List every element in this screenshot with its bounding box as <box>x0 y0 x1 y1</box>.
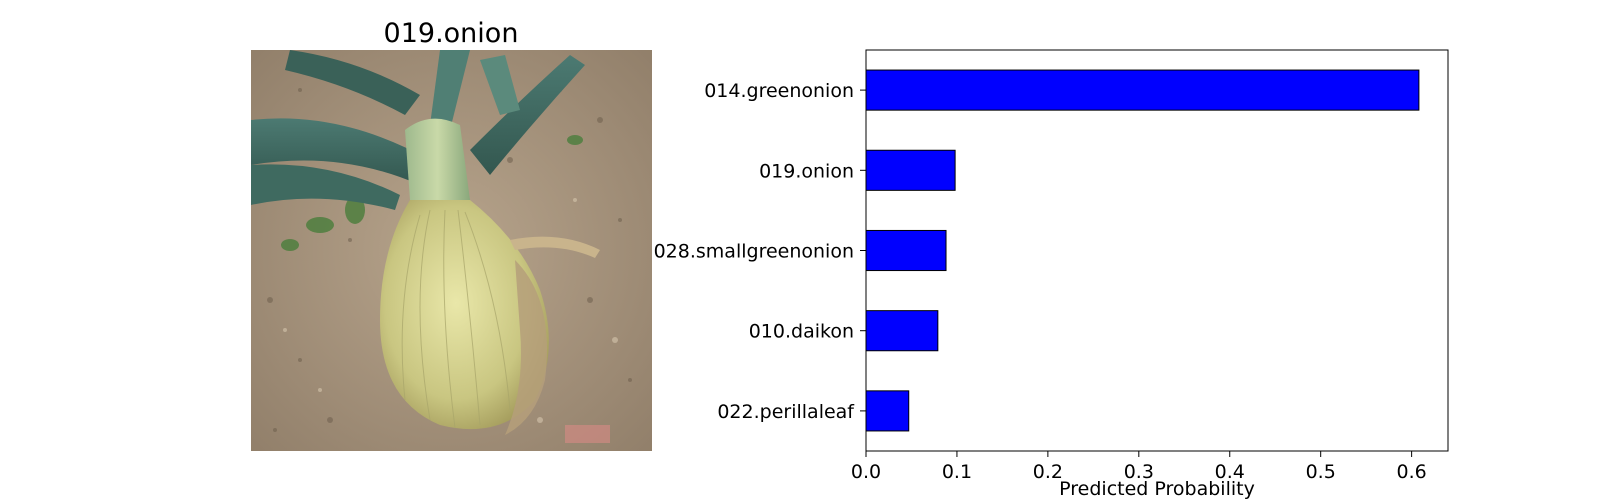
y-axis: 014.greenonion 019.onion 028.smallgreenoni… <box>654 80 866 423</box>
plot-frame <box>865 49 1449 452</box>
y-tick-label: 019.onion <box>759 160 854 182</box>
bar-014.greenonion <box>865 69 1420 111</box>
x-tick-label: 0.0 <box>851 461 881 483</box>
bar-019.onion <box>865 149 956 191</box>
x-tick-label: 0.5 <box>1306 461 1336 483</box>
y-tick-label: 028.smallgreenonion <box>654 241 854 263</box>
x-tick-label: 0.1 <box>942 461 972 483</box>
y-tick-label: 010.daikon <box>749 321 854 343</box>
x-tick-label: 0.6 <box>1397 461 1427 483</box>
y-tick-label: 014.greenonion <box>704 80 854 102</box>
onion-photo <box>251 50 652 451</box>
x-axis-label: Predicted Probability <box>1059 478 1255 500</box>
bar-010.daikon <box>865 310 939 352</box>
bar-028.smallgreenonion <box>865 229 947 272</box>
x-axis: 0.0 0.1 0.2 0.3 0.4 0.5 0.6 <box>851 451 1427 483</box>
x-tick-label: 0.4 <box>1215 461 1245 483</box>
probability-chart: 014.greenonion 019.onion 028.smallgreenoni… <box>654 49 1449 500</box>
image-title: 019.onion <box>384 18 519 49</box>
x-tick-label: 0.2 <box>1033 461 1063 483</box>
y-tick-label: 022.perillaleaf <box>717 401 855 423</box>
x-tick-label: 0.3 <box>1124 461 1154 483</box>
bar-022.perillaleaf <box>865 390 910 432</box>
